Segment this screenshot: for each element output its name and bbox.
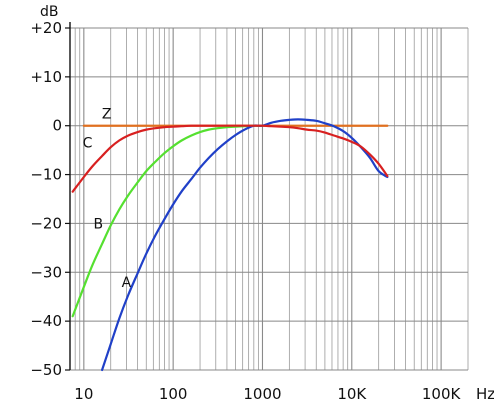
x-tick-label: 1000	[243, 385, 281, 403]
series-line-c	[71, 124, 389, 193]
series-labels: Z B A C	[83, 106, 132, 291]
series-lines	[71, 118, 389, 372]
y-tick-label: −40	[30, 312, 62, 330]
y-tick-label: −30	[30, 263, 62, 281]
tick-labels: +20 +10 0 −10 −20 −30 −40 −50 10 100 1000 10K 100K	[30, 19, 461, 403]
series-label-z: Z	[102, 106, 112, 122]
axes	[65, 22, 71, 371]
x-tick-label: 100K	[422, 385, 462, 403]
x-tick-label: 100	[159, 385, 188, 403]
y-tick-label: −50	[30, 361, 62, 379]
series-label-a: A	[122, 275, 132, 291]
x-tick-label: 10	[74, 385, 93, 403]
y-tick-label: −20	[30, 214, 62, 232]
y-tick-label: +20	[30, 19, 62, 37]
y-axis-label: dB	[40, 4, 59, 20]
x-tick-label: 10K	[337, 385, 367, 403]
y-tick-label: 0	[52, 117, 62, 135]
y-tick-label: +10	[30, 68, 62, 86]
y-tick-label: −10	[30, 166, 62, 184]
series-line-b	[71, 124, 264, 318]
grid	[69, 27, 469, 371]
series-label-c: C	[83, 136, 93, 152]
series-line-a	[100, 118, 389, 372]
x-axis-label: Hz	[476, 385, 494, 403]
series-label-b: B	[93, 216, 103, 232]
